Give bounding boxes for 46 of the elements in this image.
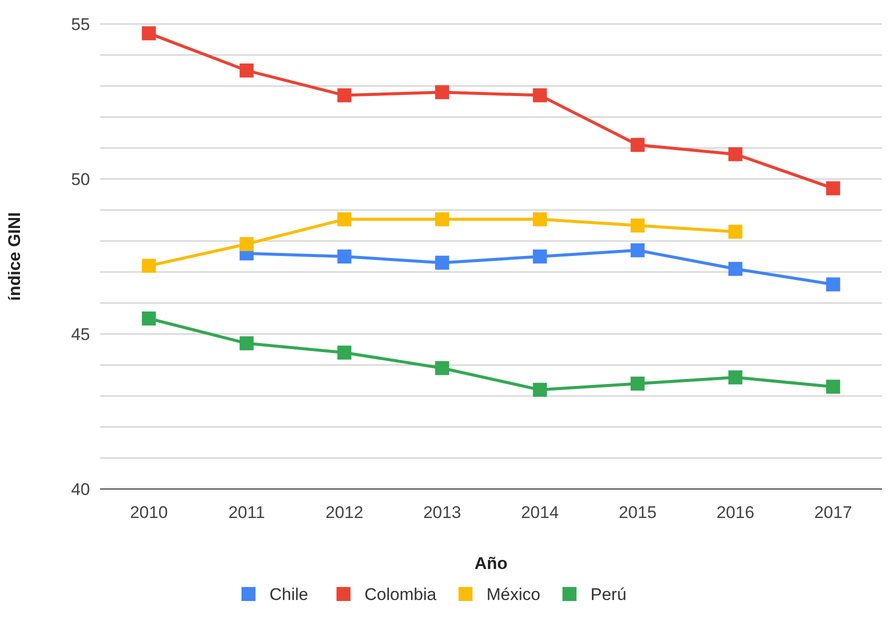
y-tick-label: 45 xyxy=(71,324,90,344)
x-tick-label: 2010 xyxy=(130,503,168,522)
point xyxy=(826,181,840,196)
point xyxy=(240,237,254,252)
legend-label: Perú xyxy=(590,585,626,604)
point xyxy=(532,250,547,264)
point xyxy=(630,218,645,232)
point xyxy=(728,262,742,276)
point xyxy=(728,147,742,162)
point xyxy=(435,361,450,376)
legend-label: Colombia xyxy=(364,585,437,604)
point xyxy=(532,382,547,397)
x-tick-label: 2016 xyxy=(716,503,754,522)
x-tick-label: 2012 xyxy=(325,503,364,522)
point xyxy=(337,212,352,226)
point xyxy=(240,336,254,350)
legend-label: México xyxy=(486,585,540,604)
x-tick-label: 2013 xyxy=(423,503,462,522)
point xyxy=(337,250,352,264)
point xyxy=(728,370,742,384)
y-tick-label: 50 xyxy=(71,170,90,189)
point xyxy=(142,258,156,273)
x-tick-label: 2011 xyxy=(228,503,265,522)
point xyxy=(435,85,450,100)
point xyxy=(337,346,352,360)
point xyxy=(532,88,547,102)
point xyxy=(630,376,645,391)
point xyxy=(630,243,645,258)
point xyxy=(630,138,645,152)
point xyxy=(337,88,352,102)
y-tick-label: 55 xyxy=(71,14,90,34)
point xyxy=(728,224,742,239)
point xyxy=(142,26,156,40)
x-tick-label: 2015 xyxy=(618,503,657,522)
point xyxy=(435,212,450,226)
legend-label: Chile xyxy=(270,585,308,604)
point xyxy=(826,277,840,292)
point xyxy=(142,312,156,326)
x-tick-label: 2017 xyxy=(814,503,852,522)
x-tick-label: 2014 xyxy=(520,503,559,522)
point xyxy=(240,64,254,78)
point xyxy=(826,380,840,394)
point xyxy=(435,256,450,270)
y-tick-label: 40 xyxy=(71,480,90,499)
point xyxy=(532,212,547,226)
x-axis-title: Año xyxy=(474,554,508,573)
